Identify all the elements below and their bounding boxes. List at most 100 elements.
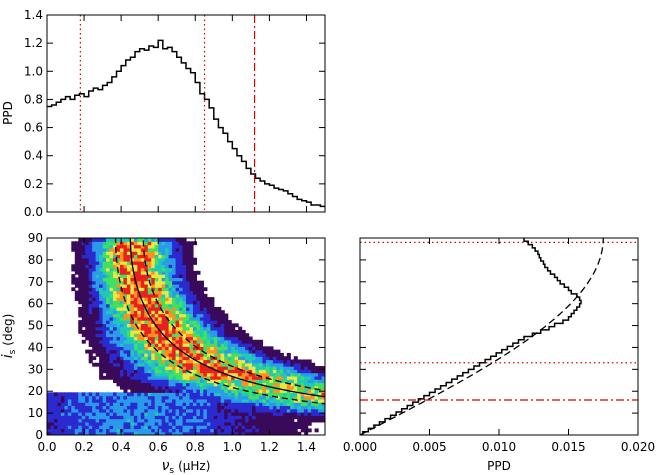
heatmap-cell <box>88 254 93 259</box>
heatmap-cell <box>276 366 281 370</box>
heatmap-cell <box>318 415 323 420</box>
heatmap-cell <box>85 238 90 242</box>
heatmap-cell <box>161 379 166 384</box>
heatmap-cell <box>172 431 177 435</box>
heatmap-cell <box>123 418 128 423</box>
heatmap-cell <box>192 372 198 377</box>
heatmap-cell <box>158 349 163 354</box>
heatmap-cell <box>161 369 166 374</box>
heatmap-cell <box>109 402 114 407</box>
heatmap-cell <box>92 323 97 328</box>
heatmap-cell <box>179 421 184 426</box>
heatmap-cell <box>158 333 163 338</box>
heatmap-cell <box>81 293 86 298</box>
heatmap-cell <box>47 428 52 433</box>
heatmap-cell <box>151 270 156 275</box>
heatmap-cell <box>238 385 243 390</box>
heatmap-cell <box>203 382 208 387</box>
heatmap-cell <box>137 405 142 410</box>
joint-plot-frame <box>46 237 326 436</box>
heatmap-cell <box>102 313 107 318</box>
heatmap-cell <box>238 392 243 397</box>
heatmap-cell <box>78 418 83 423</box>
heatmap-cell <box>213 398 218 403</box>
heatmap-cell <box>158 290 163 295</box>
heatmap-cell <box>258 369 264 374</box>
heatmap-cell <box>307 412 312 416</box>
heatmap-cell <box>248 431 253 435</box>
heatmap-cell <box>189 270 194 275</box>
heatmap-cell <box>172 244 177 249</box>
heatmap-cell <box>217 313 222 318</box>
heatmap-cell <box>279 366 284 370</box>
heatmap-cell <box>57 395 62 400</box>
heatmap-cell <box>182 405 187 410</box>
heatmap-cell <box>234 412 239 416</box>
joint-y-tick-label: 70 <box>28 275 43 289</box>
heatmap-cell <box>144 326 149 331</box>
heatmap-cell <box>144 395 149 400</box>
heatmap-cell <box>151 238 156 242</box>
heatmap-cell <box>241 349 246 354</box>
heatmap-cell <box>161 402 166 407</box>
heatmap-cell <box>252 421 257 426</box>
heatmap-cell <box>206 313 211 318</box>
heatmap-cell <box>71 277 76 282</box>
heatmap-cell <box>102 323 107 328</box>
heatmap-cell <box>106 313 111 318</box>
heatmap-cell <box>113 274 118 278</box>
heatmap-cell <box>196 398 201 403</box>
heatmap-cell <box>137 336 142 341</box>
heatmap-cell <box>165 264 170 269</box>
heatmap-cell <box>88 356 93 361</box>
heatmap-cell <box>130 238 135 242</box>
heatmap-cell <box>126 362 131 367</box>
heatmap-cell <box>318 392 323 397</box>
heatmap-cell <box>109 362 114 367</box>
heatmap-cell <box>144 369 149 374</box>
heatmap-cell <box>116 283 121 288</box>
heatmap-cell <box>133 300 138 305</box>
heatmap-cell <box>227 405 232 410</box>
heatmap-cell <box>210 362 215 367</box>
heatmap-cell <box>88 412 93 416</box>
heatmap-cell <box>144 336 149 341</box>
heatmap-cell <box>144 366 149 370</box>
heatmap-cell <box>85 310 90 315</box>
heatmap-cell <box>106 267 111 272</box>
heatmap-cell <box>106 343 111 347</box>
heatmap-cell <box>92 398 97 403</box>
heatmap-cell <box>220 402 225 407</box>
heatmap-cell <box>297 421 302 426</box>
heatmap-cell <box>158 274 163 278</box>
heatmap-cell <box>234 395 239 400</box>
heatmap-cell <box>220 379 225 384</box>
heatmap-cell <box>60 425 65 430</box>
heatmap-cell <box>137 359 142 364</box>
heatmap-cell <box>238 333 243 338</box>
heatmap-cell <box>227 326 232 331</box>
heatmap-cell <box>119 425 125 430</box>
heatmap-cell <box>276 362 281 367</box>
heatmap-cell <box>279 389 284 393</box>
heatmap-cell <box>151 333 156 338</box>
heatmap-cell <box>67 431 72 435</box>
heatmap-cell <box>47 405 52 410</box>
heatmap-cell <box>262 382 267 387</box>
heatmap-cell <box>172 362 177 367</box>
heatmap-cell <box>311 415 316 420</box>
heatmap-cell <box>224 408 229 413</box>
top-y-tick-label: 0.2 <box>24 177 43 191</box>
heatmap-cell <box>272 372 277 377</box>
heatmap-cell <box>99 241 104 246</box>
heatmap-cell <box>158 382 163 387</box>
heatmap-cell <box>220 372 225 377</box>
heatmap-cell <box>300 421 305 426</box>
heatmap-cell <box>161 392 166 397</box>
heatmap-cell <box>140 402 145 407</box>
heatmap-cell <box>286 405 291 410</box>
heatmap-cell <box>189 385 194 390</box>
heatmap-cell <box>92 333 97 338</box>
heatmap-cell <box>189 251 194 256</box>
heatmap-cell <box>119 343 125 347</box>
